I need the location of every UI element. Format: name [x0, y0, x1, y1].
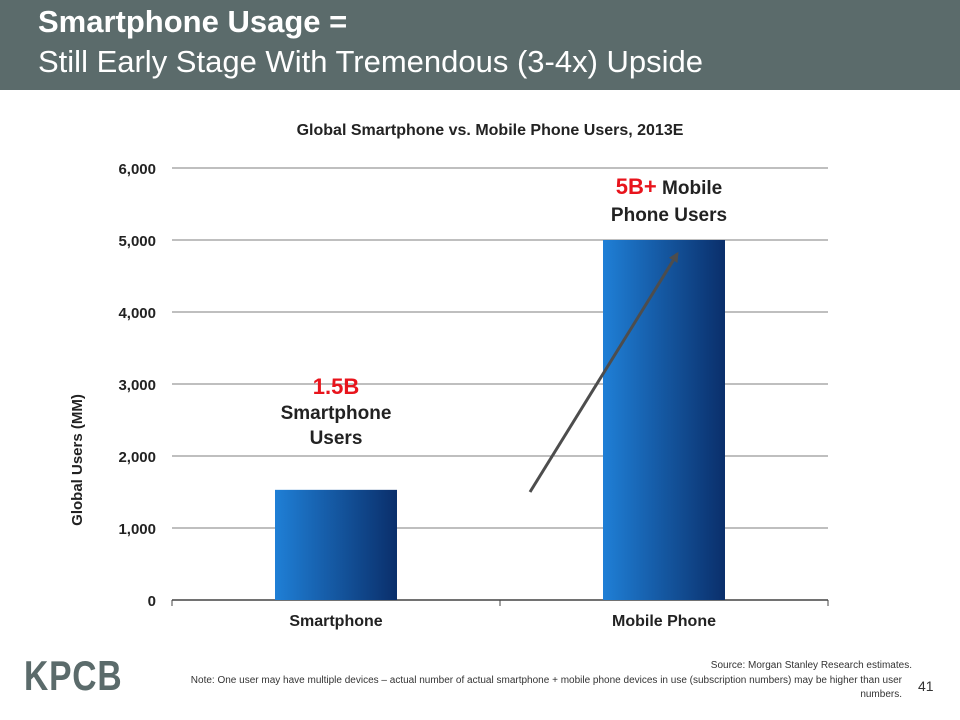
- y-tick-label: 3,000: [118, 377, 156, 394]
- y-tick-label: 6,000: [118, 161, 156, 178]
- y-tick-label: 2,000: [118, 449, 156, 466]
- y-tick-label: 4,000: [118, 305, 156, 322]
- annotation-line: Phone Users: [611, 205, 727, 226]
- kpcb-logo: KPCB: [24, 652, 123, 699]
- annotation-line: Smartphone: [281, 403, 392, 424]
- annotation-0: 1.5B Smartphone Users: [281, 374, 392, 449]
- x-tick-label: Mobile Phone: [612, 613, 716, 630]
- annotation-line: Mobile: [657, 178, 722, 199]
- y-tick-label: 0: [148, 593, 156, 610]
- annotation-1: 5B+ Mobile Phone Users: [611, 174, 727, 226]
- slide-title-line1: Smartphone Usage =: [38, 4, 348, 39]
- annotation-highlight: 1.5B: [313, 374, 359, 399]
- footnote: Note: One user may have multiple devices…: [190, 675, 902, 700]
- y-axis-label: Global Users (MM): [69, 394, 86, 526]
- trend-arrow: [528, 251, 679, 493]
- slide-title-line2: Still Early Stage With Tremendous (3-4x)…: [38, 44, 704, 79]
- chart-title: Global Smartphone vs. Mobile Phone Users…: [297, 122, 684, 139]
- bar-smartphone: [275, 489, 397, 600]
- source-note: Source: Morgan Stanley Research estimate…: [710, 660, 912, 671]
- bar-mobile-phone: [603, 240, 725, 600]
- x-tick-label: Smartphone: [289, 613, 382, 630]
- y-tick-label: 1,000: [118, 521, 156, 538]
- y-tick-label: 5,000: [118, 233, 156, 250]
- annotation-line: Users: [310, 428, 363, 449]
- slide-header: Smartphone Usage = Still Early Stage Wit…: [0, 0, 960, 90]
- page-number: 41: [918, 678, 934, 694]
- annotation-highlight: 5B+: [616, 174, 657, 199]
- bar-chart: Global Smartphone vs. Mobile Phone Users…: [69, 122, 829, 630]
